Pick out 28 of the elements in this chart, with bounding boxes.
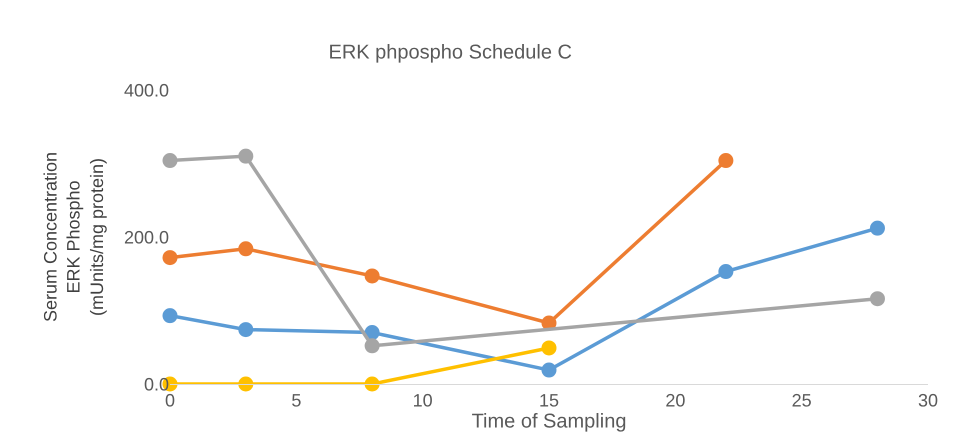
point bbox=[238, 376, 254, 392]
point bbox=[718, 153, 734, 168]
x-tick-label: 0 bbox=[164, 390, 176, 411]
point bbox=[542, 340, 556, 356]
point bbox=[238, 322, 254, 338]
y-tick-label: 200.0 bbox=[124, 227, 169, 248]
point bbox=[870, 291, 885, 306]
point bbox=[162, 153, 178, 168]
point bbox=[238, 148, 254, 164]
point bbox=[238, 241, 254, 256]
chart-title: ERK phpospho Schedule C bbox=[328, 41, 572, 64]
point bbox=[870, 220, 885, 236]
x-tick-label: 25 bbox=[792, 390, 812, 411]
x-tick-label: 5 bbox=[291, 390, 302, 411]
x-tick-label: 20 bbox=[665, 390, 686, 411]
point bbox=[364, 338, 380, 354]
y-axis-title: Serum Concentration ERK Phospho (mUnits/mg protein) bbox=[40, 152, 108, 322]
x-tick-label: 30 bbox=[918, 390, 938, 411]
point bbox=[162, 250, 178, 266]
x-tick-label: 10 bbox=[412, 390, 433, 411]
point bbox=[364, 376, 380, 392]
y-tick-label: 400.0 bbox=[124, 80, 169, 100]
point bbox=[364, 268, 380, 284]
point bbox=[162, 308, 178, 324]
x-tick-label: 15 bbox=[538, 390, 560, 411]
point bbox=[542, 362, 556, 378]
x-axis-title: Time of Sampling bbox=[472, 410, 626, 433]
point bbox=[718, 264, 734, 280]
